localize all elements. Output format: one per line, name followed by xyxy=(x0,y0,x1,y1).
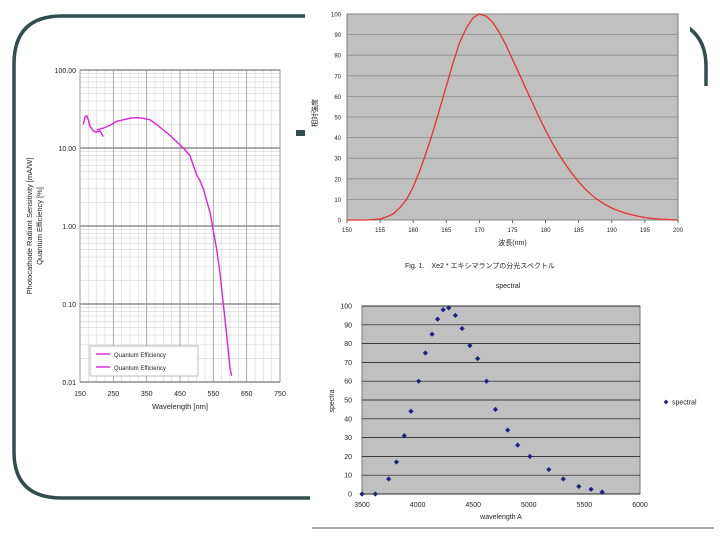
legend-label: Quantum Efficiency xyxy=(114,353,166,359)
data-point xyxy=(588,486,594,492)
x-tick-label: 3500 xyxy=(354,502,370,509)
quantum-efficiency-line xyxy=(96,116,233,376)
y-tick-label: 80 xyxy=(344,341,352,348)
x-tick-label: 150 xyxy=(342,228,353,234)
y-tick-label: 10.00 xyxy=(58,146,76,153)
y-tick-label: 70 xyxy=(344,360,352,367)
data-point xyxy=(505,427,511,433)
y-tick-label: 0 xyxy=(338,219,342,225)
x-tick-label: 170 xyxy=(474,228,485,234)
y-tick-label: 100 xyxy=(331,13,342,19)
quantum-efficiency-line xyxy=(82,114,104,137)
y-axis-label: 相対強度 xyxy=(310,99,319,127)
x-tick-label: 5000 xyxy=(521,502,537,509)
data-point xyxy=(446,305,452,311)
xe2-spectrum-panel: 0 10 20 30 40 50 60 70 80 90 100 150 155 160 165 170 175… xyxy=(305,8,690,290)
x-tick-label: 550 xyxy=(207,391,219,398)
data-point xyxy=(372,491,378,497)
x-tick-label: 5500 xyxy=(577,502,593,509)
data-point xyxy=(459,325,465,332)
x-tick-label: 650 xyxy=(241,391,253,398)
spectral-scatter-panel: spectral 0 10 20 30 40 50 60 70 80 90 100 3500 4000 45… xyxy=(310,280,720,524)
x-tick-label: 750 xyxy=(274,391,286,398)
y-tick-label: 70 xyxy=(334,74,341,80)
legend-label: Quantum Efficiency xyxy=(114,366,166,372)
y-tick-label: 90 xyxy=(344,322,352,329)
y-tick-label: 50 xyxy=(344,398,352,405)
x-tick-label: 6000 xyxy=(632,502,648,509)
y-tick-label: 100 xyxy=(340,304,352,311)
data-point xyxy=(422,350,428,356)
y-tick-label: 0.10 xyxy=(62,302,76,309)
chart-title: spectral xyxy=(496,283,521,290)
spectral-scatter-chart: spectral 0 10 20 30 40 50 60 70 80 90 100 3500 4000 45… xyxy=(329,283,697,521)
xe2-figure-caption: Fig. 1. Xe2 * エキシマランプの分光スペクトル xyxy=(405,263,555,270)
xe2-spectrum-line xyxy=(347,13,679,221)
y-tick-label: 80 xyxy=(334,54,341,60)
x-axis-label: 波長(nm) xyxy=(498,238,526,247)
x-tick-label: 250 xyxy=(107,391,119,398)
sensitivity-chart-panel: 100.00 10.00 1.00 0.10 0.01 150 250 350 450 550 65… xyxy=(18,56,296,412)
x-tick-label: 160 xyxy=(408,228,419,234)
x-tick-label: 450 xyxy=(174,391,186,398)
data-point xyxy=(483,378,490,384)
x-tick-label: 180 xyxy=(541,228,552,234)
sensitivity-chart: 100.00 10.00 1.00 0.10 0.01 150 250 350 450 550 65… xyxy=(25,68,286,411)
x-tick-label: 195 xyxy=(640,228,651,234)
y-tick-label: 0 xyxy=(348,492,352,499)
legend-box xyxy=(89,345,199,377)
x-tick-label: 4500 xyxy=(465,502,481,509)
y-tick-label: 40 xyxy=(344,416,352,423)
y-tick-label: 40 xyxy=(334,136,341,142)
data-point xyxy=(599,489,605,495)
x-tick-label: 190 xyxy=(607,228,618,234)
y-tick-label: 0.01 xyxy=(62,380,76,387)
y-tick-label: 20 xyxy=(334,177,341,183)
y-tick-label: 10 xyxy=(344,473,352,480)
data-point xyxy=(359,491,365,497)
x-axis-label: wavelength A xyxy=(479,514,522,521)
x-tick-label: 150 xyxy=(74,391,86,398)
legend-label: spectral xyxy=(672,400,697,407)
y-tick-label: 60 xyxy=(334,95,341,101)
x-tick-label: 4000 xyxy=(410,502,426,509)
x-tick-label: 185 xyxy=(574,228,585,234)
y-tick-label: 50 xyxy=(334,116,341,122)
y-axis-label: spectra xyxy=(329,389,336,412)
legend-marker xyxy=(663,399,669,405)
y-tick-label: 30 xyxy=(334,157,341,163)
y-tick-label: 10 xyxy=(334,198,341,204)
y-tick-label: 100.00 xyxy=(55,68,77,75)
xe2-spectrum-chart: 0 10 20 30 40 50 60 70 80 90 100 150 155 160 165 170 175… xyxy=(310,13,684,248)
y-tick-label: 60 xyxy=(344,379,352,386)
x-tick-label: 350 xyxy=(141,391,153,398)
y-axis-label: Photocathode Radiant Sensitivity [mA/W] xyxy=(25,158,34,295)
y-tick-label: 1.00 xyxy=(62,224,76,231)
data-point xyxy=(576,483,582,490)
data-point xyxy=(546,466,552,473)
y-tick-label: 90 xyxy=(334,33,341,39)
x-tick-label: 175 xyxy=(507,228,518,234)
x-axis-label: Wavelength [nm] xyxy=(152,402,208,411)
x-tick-label: 165 xyxy=(441,228,452,234)
y-tick-label: 20 xyxy=(344,454,352,461)
y-tick-label: 30 xyxy=(344,435,352,442)
x-tick-label: 200 xyxy=(673,228,684,234)
x-tick-label: 155 xyxy=(375,228,386,234)
left-frame-bracket xyxy=(12,14,320,500)
y-axis-label: Quantum Efficiency [%] xyxy=(35,187,44,265)
